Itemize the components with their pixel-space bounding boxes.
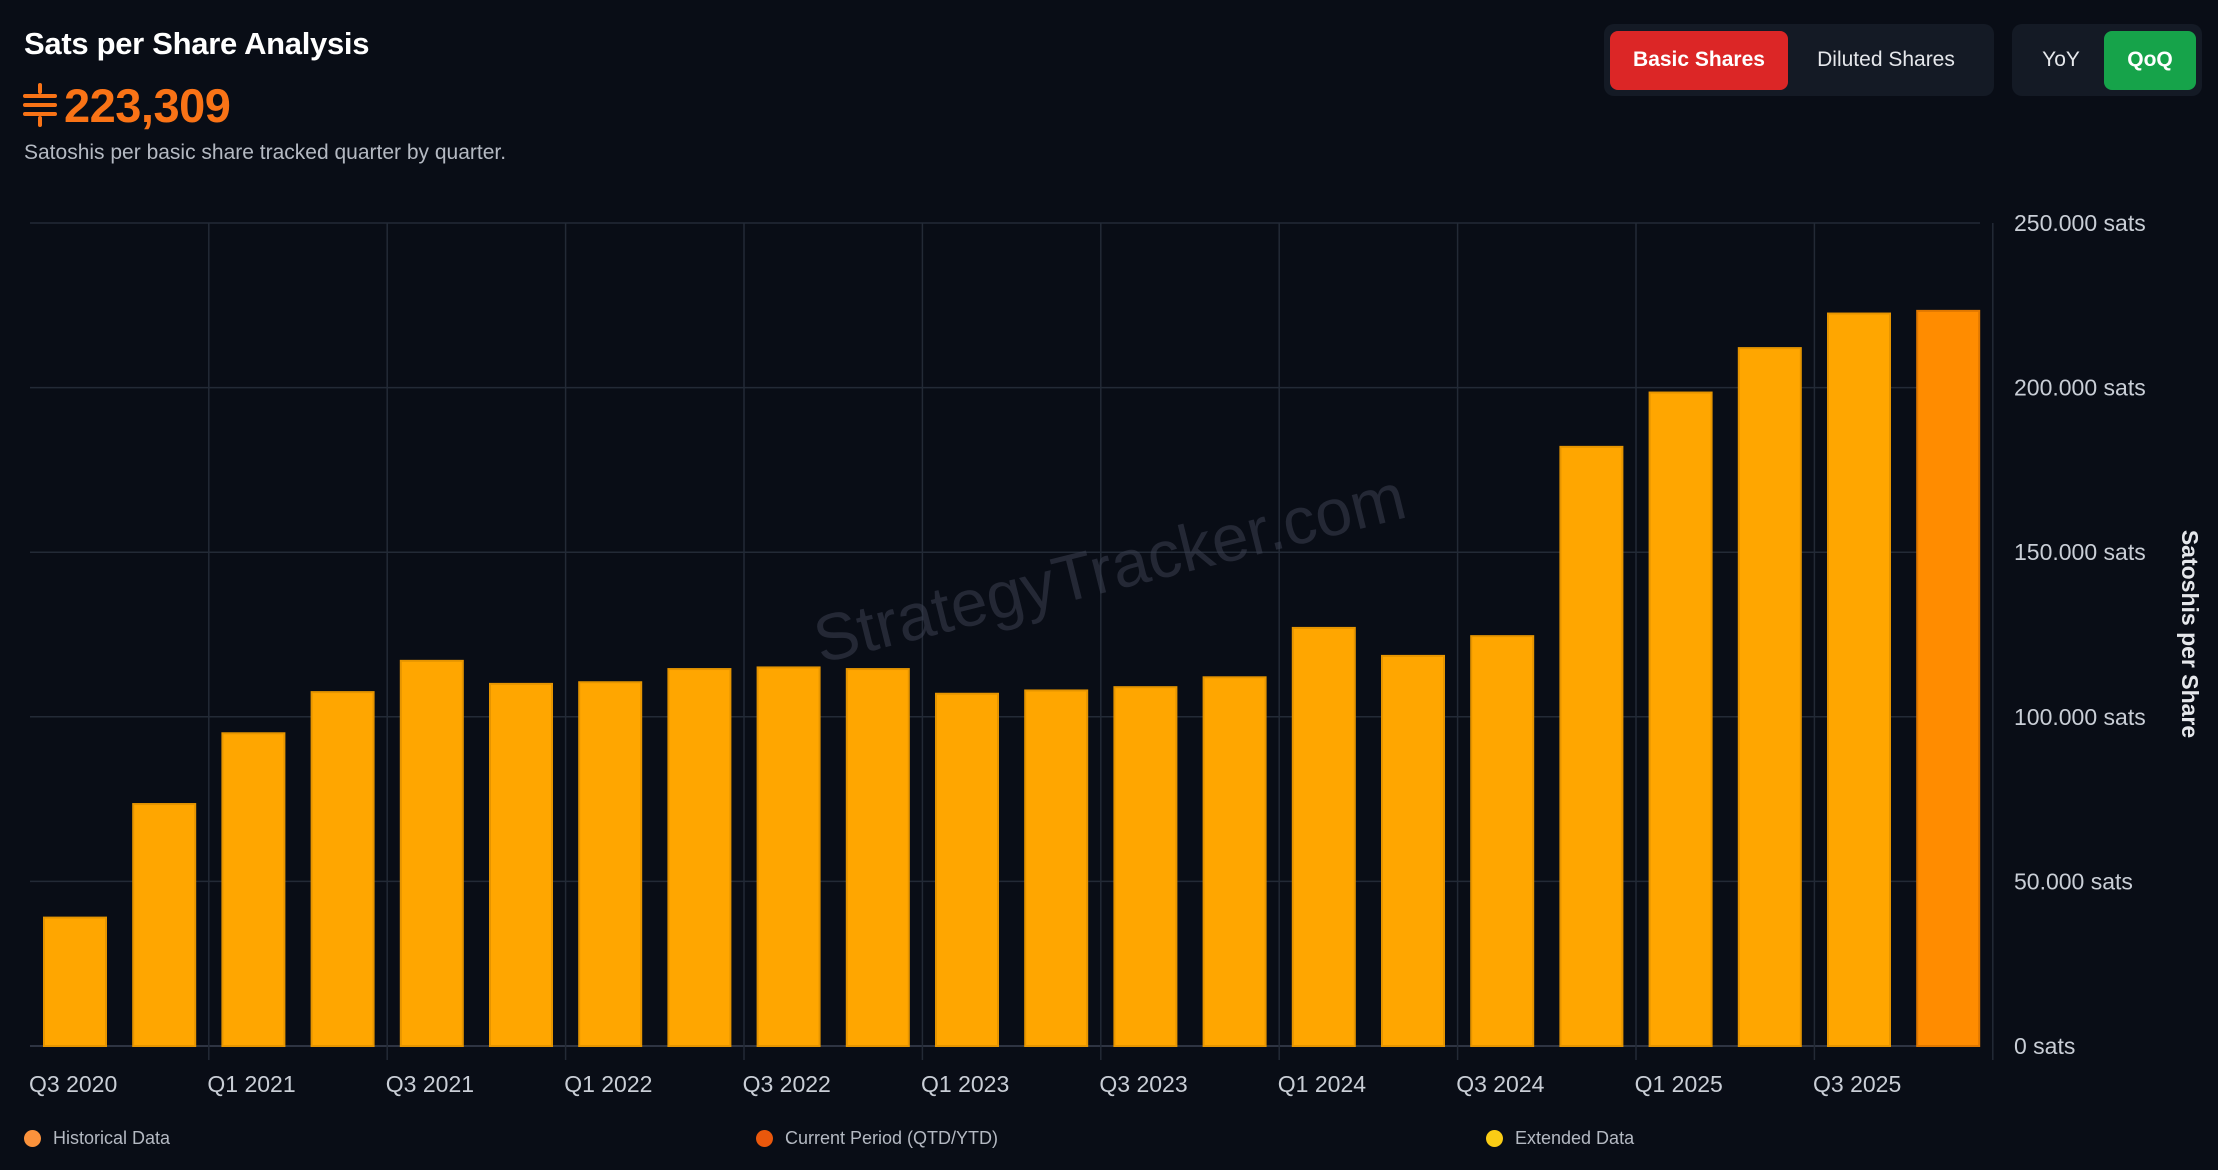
bar-q2-2021[interactable]: Q2 2021: 107500 [310,691,375,1047]
x-tick-label: Q3 2022 [743,1071,831,1097]
bar-q1-2024[interactable]: Q1 2024: 127000 [1291,626,1356,1048]
bar-q4-2020[interactable]: Q4 2020: 73500 [132,803,197,1048]
x-tick-label: Q1 2025 [1635,1071,1723,1097]
x-tick-label: Q1 2021 [207,1071,295,1097]
bar-q3-2024[interactable]: Q3 2024: 124500 [1470,635,1535,1047]
x-tick-label: Q3 2025 [1813,1071,1901,1097]
y-tick-label: 0 sats [2014,1033,2075,1059]
page-title: Sats per Share Analysis [24,26,370,61]
bar-q3-2023[interactable]: Q3 2023: 109000 [1113,686,1178,1047]
legend-historical-swatch [24,1130,41,1147]
legend-extended-label: Extended Data [1515,1128,1635,1148]
bar-q4-2021[interactable]: Q4 2021: 110000 [489,682,553,1047]
bar-q1-2021[interactable]: Q1 2021: 95000 [221,732,286,1047]
bar-q4-2023[interactable]: Q4 2023: 112000 [1202,676,1267,1048]
bar-q4-2022[interactable]: Q4 2022: 114500 [845,668,910,1047]
x-tick-label: Q3 2020 [29,1071,117,1097]
period-toggle: YoY QoQ [2012,24,2202,96]
x-tick-label: Q1 2023 [921,1071,1009,1097]
bar-q1-2025[interactable]: Q1 2025: 198500 [1648,391,1713,1047]
x-tick-label: Q3 2023 [1099,1071,1187,1097]
legend-current-label: Current Period (QTD/YTD) [785,1128,999,1148]
page-subtitle: Satoshis per basic share tracked quarter… [24,141,507,164]
bar-q3-2020[interactable]: Q3 2020: 39000 [43,916,107,1047]
bar-q1-2022[interactable]: Q1 2022: 110500 [578,681,643,1047]
sats-per-share-value: 223,309 [64,78,231,132]
current-value: 223,309 [22,78,231,132]
satoshi-icon [23,83,57,127]
x-tick-label: Q1 2022 [564,1071,652,1097]
y-tick-label: 100.000 sats [2014,704,2146,730]
share-type-toggle: Basic Shares Diluted Shares [1604,24,1994,96]
y-tick-label: 200.000 sats [2014,375,2146,401]
yoy-button[interactable]: YoY [2018,31,2104,90]
x-tick-label: Q3 2024 [1456,1071,1544,1097]
x-tick-label: Q1 2024 [1278,1071,1366,1097]
bar-q4-2024[interactable]: Q4 2024: 182000 [1559,445,1624,1047]
y-tick-label: 250.000 sats [2014,210,2146,236]
y-axis-label: Satoshis per Share [2177,530,2203,738]
legend-current-swatch [756,1130,773,1147]
qoq-button[interactable]: QoQ [2104,30,2196,90]
bar-q2-2022[interactable]: Q2 2022: 114500 [667,668,732,1047]
legend-historical-label: Historical Data [53,1128,171,1148]
bar-q2-2024[interactable]: Q2 2024: 118500 [1381,654,1445,1047]
bar-q3-2021[interactable]: Q3 2021: 117000 [399,659,464,1047]
bar-q4-2025[interactable]: Q4 2025: 223309 [1916,309,1981,1047]
legend-historical: Historical Data [24,1128,170,1149]
bar-q3-2022[interactable]: Q3 2022: 115000 [756,666,821,1047]
bar-q2-2023[interactable]: Q2 2023: 108000 [1024,689,1089,1047]
y-tick-label: 50.000 sats [2014,868,2133,894]
diluted-shares-button[interactable]: Diluted Shares [1788,31,1984,90]
bar-q2-2025[interactable]: Q2 2025: 212000 [1737,347,1802,1047]
bar-q3-2025[interactable]: Q3 2025: 222500 [1827,312,1891,1047]
legend-extended: Extended Data [1486,1128,1634,1149]
bar-q1-2023[interactable]: Q1 2023: 107000 [935,692,999,1047]
basic-shares-button[interactable]: Basic Shares [1610,30,1788,90]
legend-extended-swatch [1486,1130,1503,1147]
y-tick-label: 150.000 sats [2014,539,2146,565]
x-tick-label: Q3 2021 [386,1071,474,1097]
legend-current: Current Period (QTD/YTD) [756,1128,998,1149]
